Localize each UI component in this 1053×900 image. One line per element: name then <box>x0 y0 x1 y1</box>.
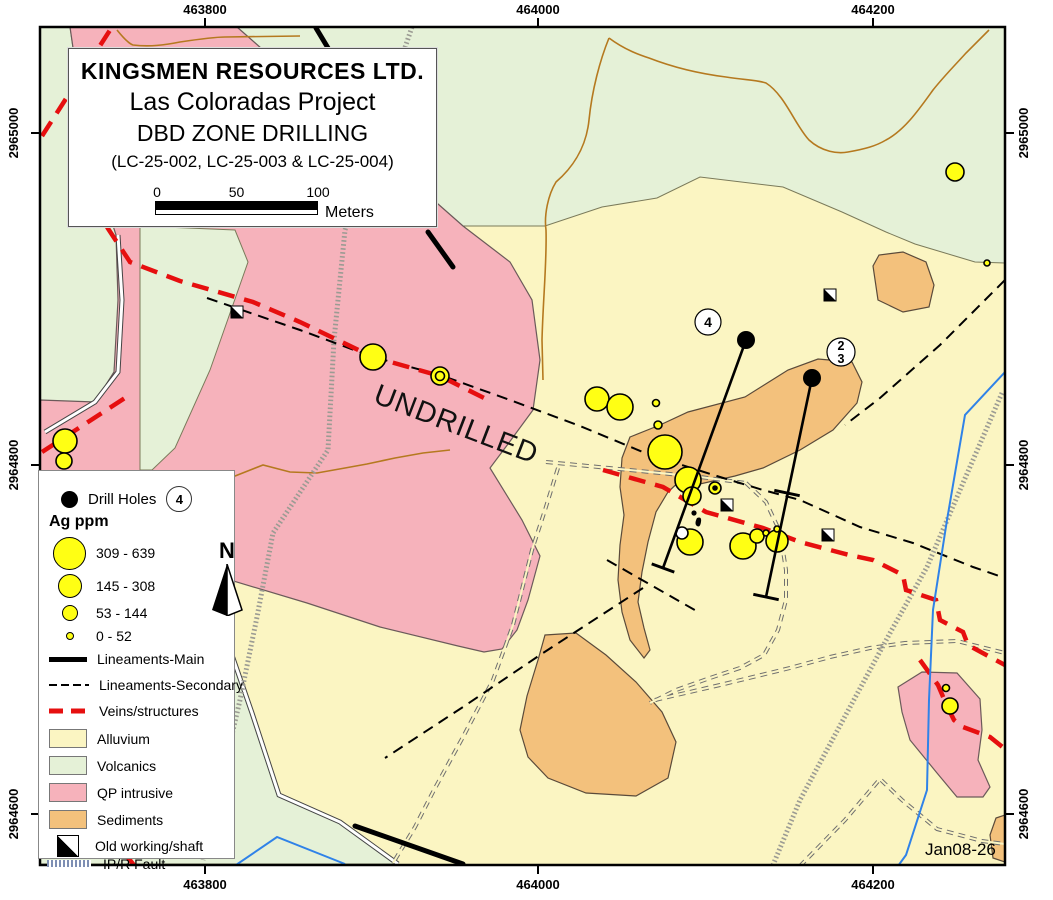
ipr-fault-lines <box>200 27 1005 865</box>
scale-tick-100: 100 <box>306 184 330 200</box>
svg-text:464000: 464000 <box>516 877 559 892</box>
coordinate-ticks <box>31 18 1014 874</box>
title-box: KINGSMEN RESOURCES LTD. Las Coloradas Pr… <box>68 48 437 227</box>
track-roads-core <box>392 461 1005 865</box>
svg-text:2964600: 2964600 <box>1016 789 1031 840</box>
svg-text:2965000: 2965000 <box>1016 108 1031 159</box>
scale-bar-outline <box>155 209 318 215</box>
drill-collar-4 <box>737 331 755 349</box>
legend-volcanics: Volcanics <box>49 756 156 775</box>
drill-label-2-3: 2 3 <box>826 337 856 367</box>
fault-blue-lines <box>235 371 1005 865</box>
vein-icon <box>49 708 89 714</box>
volcanics-swatch <box>49 756 87 775</box>
ag-ppm-header: Ag ppm <box>49 513 109 530</box>
lineament-secondary-icon <box>49 684 89 686</box>
ag-circle-sm-icon <box>66 632 74 640</box>
legend-ag-class-2: 145 - 308 <box>49 572 155 600</box>
legend-alluvium: Alluvium <box>49 729 150 748</box>
north-arrow-icon <box>212 563 243 618</box>
alluvium-swatch <box>49 729 87 748</box>
date-label: Jan08-26 <box>925 840 996 859</box>
drill-collar-2-3 <box>803 369 821 387</box>
svg-text:464000: 464000 <box>516 2 559 17</box>
contour-lines <box>116 29 990 479</box>
scale-bar-solid <box>155 201 318 209</box>
legend-sediments: Sediments <box>49 810 163 829</box>
legend-old-working: Old working/shaft <box>49 835 203 857</box>
map-title: DBD ZONE DRILLING <box>136 120 369 146</box>
ag-ppm-points[interactable] <box>52 162 991 715</box>
svg-text:463800: 463800 <box>183 2 226 17</box>
svg-text:463800: 463800 <box>183 877 226 892</box>
svg-text:2964800: 2964800 <box>6 440 21 491</box>
legend-qp-intrusive: QP intrusive <box>49 783 173 802</box>
old-working-icon <box>57 835 79 857</box>
ag-circle-md-icon <box>62 605 78 621</box>
drill-hole-icon <box>61 490 78 508</box>
svg-text:2964600: 2964600 <box>6 789 21 840</box>
ipr-fault-icon <box>47 860 91 867</box>
ag-circle-lg-icon <box>58 574 82 598</box>
company-name: KINGSMEN RESOURCES LTD. <box>80 58 425 84</box>
drill-label-4: 4 <box>694 308 722 336</box>
legend-lineaments-main: Lineaments-Main <box>49 651 204 667</box>
legend-veins: Veins/structures <box>49 703 199 719</box>
legend-box: Drill Holes 4 Ag ppm 309 - 639 145 - 308… <box>38 470 243 872</box>
hole-ids: (LC-25-002, LC-25-003 & LC-25-004) <box>111 152 394 171</box>
sediments-swatch <box>49 810 87 829</box>
north-arrow: N <box>207 538 247 621</box>
ag-circle-xl-icon <box>53 536 86 570</box>
svg-text:2965000: 2965000 <box>6 108 21 159</box>
scale-tick-50: 50 <box>228 184 245 200</box>
svg-text:2964800: 2964800 <box>1016 440 1031 491</box>
svg-text:464200: 464200 <box>851 877 894 892</box>
coordinate-labels: 463800 464000 464200 463800 464000 46420… <box>6 2 1031 892</box>
svg-text:4: 4 <box>704 314 712 330</box>
svg-text:464200: 464200 <box>851 2 894 17</box>
svg-text:2: 2 <box>838 339 845 353</box>
legend-ag-class-1: 309 - 639 <box>49 535 155 571</box>
lineament-main-icon <box>49 656 87 662</box>
svg-text:3: 3 <box>838 352 845 366</box>
legend-ag-class-3: 53 - 144 <box>49 601 147 625</box>
legend-lineaments-secondary: Lineaments-Secondary <box>49 677 243 693</box>
map-frame <box>38 25 1007 867</box>
scale-tick-0: 0 <box>153 184 161 200</box>
legend-drill-holes: Drill Holes 4 <box>49 486 193 512</box>
drill-count-badge: 4 <box>166 486 193 512</box>
qp-intrusive-swatch <box>49 783 87 802</box>
drill-holes[interactable]: 4 2 3 <box>651 308 856 602</box>
scale-bar: 0 50 100 Meters <box>153 184 390 221</box>
legend-ag-class-4: 0 - 52 <box>49 626 132 646</box>
scale-unit: Meters <box>325 204 374 221</box>
project-name: Las Coloradas Project <box>129 88 376 116</box>
